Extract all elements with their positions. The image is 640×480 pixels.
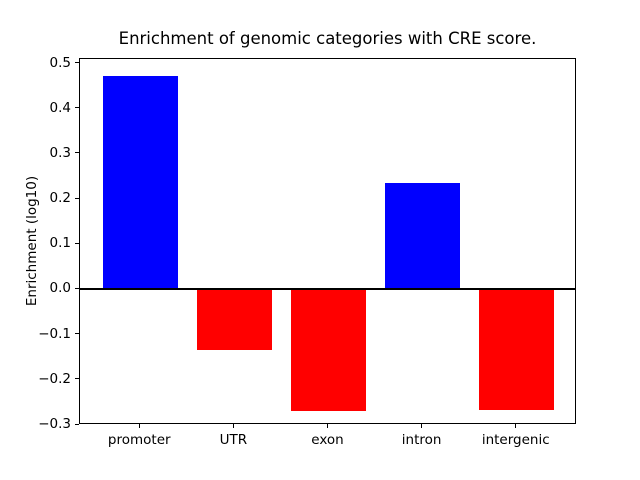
y-tick-label: 0.4 bbox=[49, 99, 71, 116]
y-tick-mark bbox=[75, 62, 79, 64]
x-tick-mark bbox=[515, 424, 517, 428]
y-tick-mark bbox=[75, 423, 79, 425]
chart-title: Enrichment of genomic categories with CR… bbox=[118, 29, 537, 48]
bar-UTR bbox=[196, 289, 273, 350]
x-tick-label-intron: intron bbox=[401, 432, 442, 448]
y-tick-mark bbox=[75, 378, 79, 380]
y-tick-label: 0.2 bbox=[49, 190, 71, 207]
x-tick-label-intergenic: intergenic bbox=[481, 432, 550, 448]
y-tick-mark bbox=[75, 107, 79, 109]
zero-baseline bbox=[80, 288, 575, 291]
bar-exon bbox=[290, 289, 367, 411]
bar-intron bbox=[384, 183, 461, 290]
y-tick-label: −0.1 bbox=[38, 325, 71, 342]
x-tick-mark bbox=[421, 424, 423, 428]
y-tick-mark bbox=[75, 333, 79, 335]
y-tick-mark bbox=[75, 242, 79, 244]
y-tick-mark bbox=[75, 152, 79, 154]
y-tick-label: −0.3 bbox=[38, 416, 71, 432]
x-tick-label-exon: exon bbox=[311, 432, 344, 448]
plot-area bbox=[79, 58, 576, 424]
y-tick-mark bbox=[75, 197, 79, 199]
y-tick-label: 0.1 bbox=[49, 235, 71, 252]
y-tick-label: 0.5 bbox=[49, 54, 71, 71]
bar-promoter bbox=[102, 75, 178, 290]
y-tick-label: 0.0 bbox=[49, 280, 71, 297]
y-tick-label: −0.2 bbox=[38, 370, 71, 387]
x-tick-label-promoter: promoter bbox=[107, 432, 171, 448]
x-tick-mark bbox=[327, 424, 328, 428]
x-tick-mark bbox=[232, 424, 234, 428]
y-tick-mark bbox=[75, 287, 79, 289]
x-tick-mark bbox=[138, 424, 140, 428]
y-tick-label: 0.3 bbox=[49, 144, 71, 161]
x-tick-label-UTR: UTR bbox=[219, 432, 248, 448]
bar-intergenic bbox=[479, 289, 555, 411]
